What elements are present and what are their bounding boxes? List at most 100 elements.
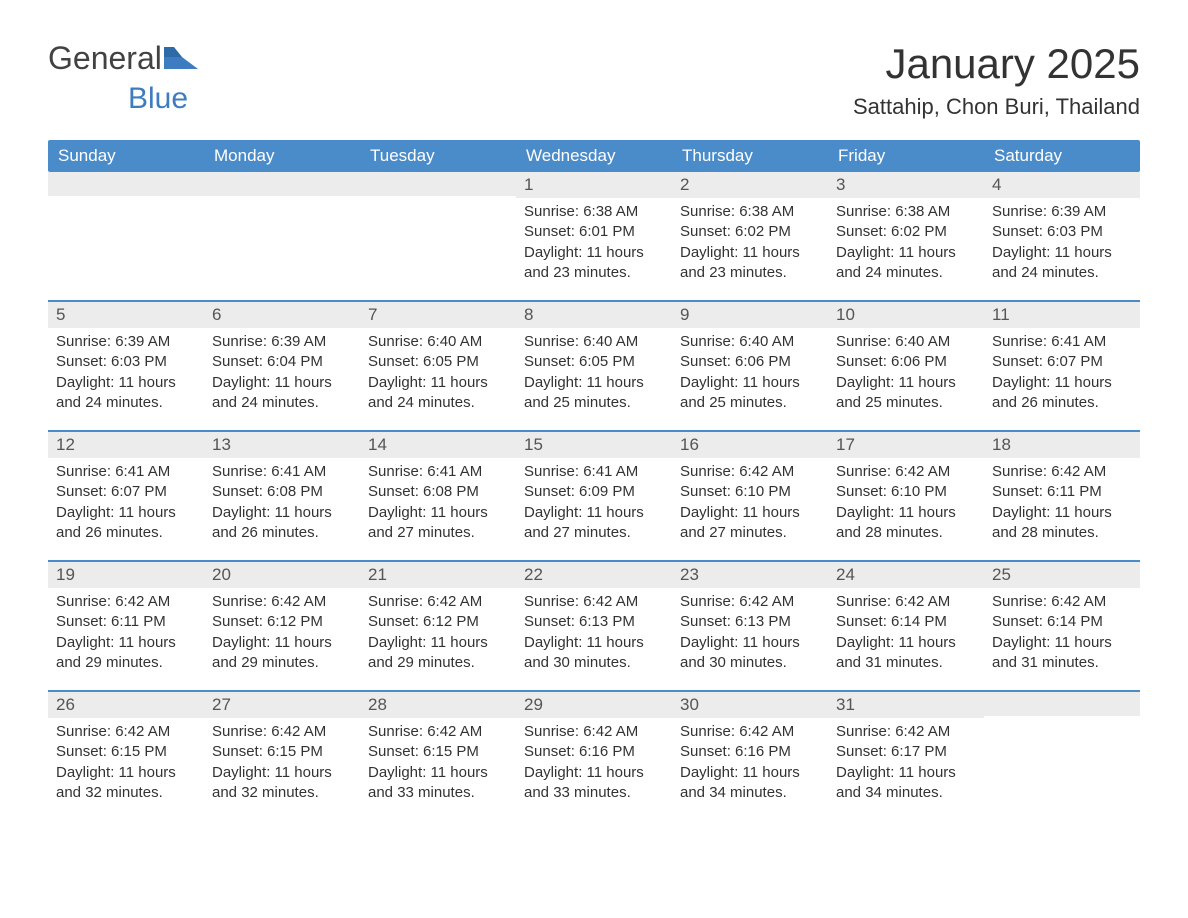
day-number: 8 bbox=[516, 302, 672, 328]
day-details: Sunrise: 6:42 AMSunset: 6:12 PMDaylight:… bbox=[204, 588, 360, 681]
sunset-text: Sunset: 6:03 PM bbox=[56, 352, 196, 372]
sunrise-text: Sunrise: 6:42 AM bbox=[836, 462, 976, 482]
dow-cell: Friday bbox=[828, 140, 984, 172]
day-details: Sunrise: 6:39 AMSunset: 6:03 PMDaylight:… bbox=[48, 328, 204, 421]
daylight-text: Daylight: 11 hours and 27 minutes. bbox=[680, 503, 820, 544]
daylight-text: Daylight: 11 hours and 29 minutes. bbox=[368, 633, 508, 674]
sunrise-text: Sunrise: 6:40 AM bbox=[680, 332, 820, 352]
calendar-day bbox=[984, 692, 1140, 814]
sunrise-text: Sunrise: 6:41 AM bbox=[524, 462, 664, 482]
sunset-text: Sunset: 6:17 PM bbox=[836, 742, 976, 762]
day-details: Sunrise: 6:40 AMSunset: 6:06 PMDaylight:… bbox=[672, 328, 828, 421]
day-number: 4 bbox=[984, 172, 1140, 198]
day-number: 25 bbox=[984, 562, 1140, 588]
sunset-text: Sunset: 6:12 PM bbox=[212, 612, 352, 632]
calendar-day: 16Sunrise: 6:42 AMSunset: 6:10 PMDayligh… bbox=[672, 432, 828, 554]
sunset-text: Sunset: 6:06 PM bbox=[680, 352, 820, 372]
daylight-text: Daylight: 11 hours and 25 minutes. bbox=[836, 373, 976, 414]
sunrise-text: Sunrise: 6:39 AM bbox=[992, 202, 1132, 222]
day-number: 10 bbox=[828, 302, 984, 328]
calendar-day: 28 Sunrise: 6:42 AMSunset: 6:15 PMDayligh… bbox=[360, 692, 516, 814]
calendar-day: 26Sunrise: 6:42 AMSunset: 6:15 PMDayligh… bbox=[48, 692, 204, 814]
title-block: January 2025 Sattahip, Chon Buri, Thaila… bbox=[853, 40, 1140, 120]
sunset-text: Sunset: 6:13 PM bbox=[680, 612, 820, 632]
day-number bbox=[360, 172, 516, 196]
sunrise-text: Sunrise: 6:42 AM bbox=[524, 722, 664, 742]
calendar-day: 11Sunrise: 6:41 AMSunset: 6:07 PMDayligh… bbox=[984, 302, 1140, 424]
sunrise-text: Sunrise: 6:42 AM bbox=[368, 722, 508, 742]
day-of-week-header: SundayMondayTuesdayWednesdayThursdayFrid… bbox=[48, 140, 1140, 172]
day-details: Sunrise: 6:41 AMSunset: 6:09 PMDaylight:… bbox=[516, 458, 672, 551]
day-number: 30 bbox=[672, 692, 828, 718]
calendar-day: 18Sunrise: 6:42 AMSunset: 6:11 PMDayligh… bbox=[984, 432, 1140, 554]
calendar-day: 4 Sunrise: 6:39 AMSunset: 6:03 PMDaylight… bbox=[984, 172, 1140, 294]
daylight-text: Daylight: 11 hours and 26 minutes. bbox=[992, 373, 1132, 414]
sunset-text: Sunset: 6:02 PM bbox=[680, 222, 820, 242]
day-details: Sunrise: 6:41 AMSunset: 6:07 PMDaylight:… bbox=[48, 458, 204, 551]
sunset-text: Sunset: 6:11 PM bbox=[56, 612, 196, 632]
calendar-day: 31Sunrise: 6:42 AMSunset: 6:17 PMDayligh… bbox=[828, 692, 984, 814]
sunrise-text: Sunrise: 6:42 AM bbox=[212, 592, 352, 612]
calendar-week: 26Sunrise: 6:42 AMSunset: 6:15 PMDayligh… bbox=[48, 690, 1140, 814]
sunset-text: Sunset: 6:15 PM bbox=[368, 742, 508, 762]
calendar-day: 9Sunrise: 6:40 AMSunset: 6:06 PMDaylight… bbox=[672, 302, 828, 424]
calendar-day: 20Sunrise: 6:42 AMSunset: 6:12 PMDayligh… bbox=[204, 562, 360, 684]
day-number: 22 bbox=[516, 562, 672, 588]
calendar-day: 10 Sunrise: 6:40 AMSunset: 6:06 PMDayligh… bbox=[828, 302, 984, 424]
daylight-text: Daylight: 11 hours and 31 minutes. bbox=[836, 633, 976, 674]
sunset-text: Sunset: 6:05 PM bbox=[524, 352, 664, 372]
page-header: General January 2025 Sattahip, Chon Buri… bbox=[48, 40, 1140, 120]
calendar-day: 22Sunrise: 6:42 AMSunset: 6:13 PMDayligh… bbox=[516, 562, 672, 684]
logo-text-gray: General bbox=[48, 40, 162, 77]
sunrise-text: Sunrise: 6:39 AM bbox=[212, 332, 352, 352]
sunset-text: Sunset: 6:03 PM bbox=[992, 222, 1132, 242]
sunset-text: Sunset: 6:01 PM bbox=[524, 222, 664, 242]
day-details: Sunrise: 6:42 AMSunset: 6:15 PMDaylight:… bbox=[48, 718, 204, 811]
calendar-day: 7Sunrise: 6:40 AMSunset: 6:05 PMDaylight… bbox=[360, 302, 516, 424]
day-details: Sunrise: 6:42 AMSunset: 6:13 PMDaylight:… bbox=[516, 588, 672, 681]
sunrise-text: Sunrise: 6:42 AM bbox=[836, 722, 976, 742]
sunrise-text: Sunrise: 6:42 AM bbox=[836, 592, 976, 612]
day-number: 18 bbox=[984, 432, 1140, 458]
daylight-text: Daylight: 11 hours and 33 minutes. bbox=[368, 763, 508, 804]
sunset-text: Sunset: 6:16 PM bbox=[680, 742, 820, 762]
daylight-text: Daylight: 11 hours and 24 minutes. bbox=[992, 243, 1132, 284]
sunset-text: Sunset: 6:14 PM bbox=[992, 612, 1132, 632]
daylight-text: Daylight: 11 hours and 30 minutes. bbox=[680, 633, 820, 674]
day-details: Sunrise: 6:42 AMSunset: 6:16 PMDaylight:… bbox=[672, 718, 828, 811]
day-details: Sunrise: 6:39 AMSunset: 6:04 PMDaylight:… bbox=[204, 328, 360, 421]
daylight-text: Daylight: 11 hours and 28 minutes. bbox=[836, 503, 976, 544]
daylight-text: Daylight: 11 hours and 24 minutes. bbox=[56, 373, 196, 414]
sunrise-text: Sunrise: 6:42 AM bbox=[992, 462, 1132, 482]
day-number bbox=[48, 172, 204, 196]
calendar-day: 27Sunrise: 6:42 AMSunset: 6:15 PMDayligh… bbox=[204, 692, 360, 814]
daylight-text: Daylight: 11 hours and 23 minutes. bbox=[524, 243, 664, 284]
sunrise-text: Sunrise: 6:41 AM bbox=[992, 332, 1132, 352]
day-number: 17 bbox=[828, 432, 984, 458]
calendar-day: 29Sunrise: 6:42 AMSunset: 6:16 PMDayligh… bbox=[516, 692, 672, 814]
day-details: Sunrise: 6:41 AMSunset: 6:08 PMDaylight:… bbox=[204, 458, 360, 551]
daylight-text: Daylight: 11 hours and 28 minutes. bbox=[992, 503, 1132, 544]
dow-cell: Sunday bbox=[48, 140, 204, 172]
calendar-day: 30Sunrise: 6:42 AMSunset: 6:16 PMDayligh… bbox=[672, 692, 828, 814]
dow-cell: Wednesday bbox=[516, 140, 672, 172]
day-number: 5 bbox=[48, 302, 204, 328]
sunset-text: Sunset: 6:12 PM bbox=[368, 612, 508, 632]
day-number: 28 bbox=[360, 692, 516, 718]
sunrise-text: Sunrise: 6:41 AM bbox=[368, 462, 508, 482]
logo-text-blue: Blue bbox=[128, 82, 188, 115]
calendar-week: 5Sunrise: 6:39 AMSunset: 6:03 PMDaylight… bbox=[48, 300, 1140, 424]
calendar-day: 21Sunrise: 6:42 AMSunset: 6:12 PMDayligh… bbox=[360, 562, 516, 684]
sunset-text: Sunset: 6:06 PM bbox=[836, 352, 976, 372]
month-title: January 2025 bbox=[853, 40, 1140, 88]
sunset-text: Sunset: 6:16 PM bbox=[524, 742, 664, 762]
sunrise-text: Sunrise: 6:42 AM bbox=[680, 722, 820, 742]
sunset-text: Sunset: 6:07 PM bbox=[56, 482, 196, 502]
day-number bbox=[204, 172, 360, 196]
calendar-day: 25Sunrise: 6:42 AMSunset: 6:14 PMDayligh… bbox=[984, 562, 1140, 684]
day-number: 14 bbox=[360, 432, 516, 458]
sunrise-text: Sunrise: 6:40 AM bbox=[836, 332, 976, 352]
calendar-week: 19Sunrise: 6:42 AMSunset: 6:11 PMDayligh… bbox=[48, 560, 1140, 684]
daylight-text: Daylight: 11 hours and 25 minutes. bbox=[680, 373, 820, 414]
calendar-day: 17Sunrise: 6:42 AMSunset: 6:10 PMDayligh… bbox=[828, 432, 984, 554]
